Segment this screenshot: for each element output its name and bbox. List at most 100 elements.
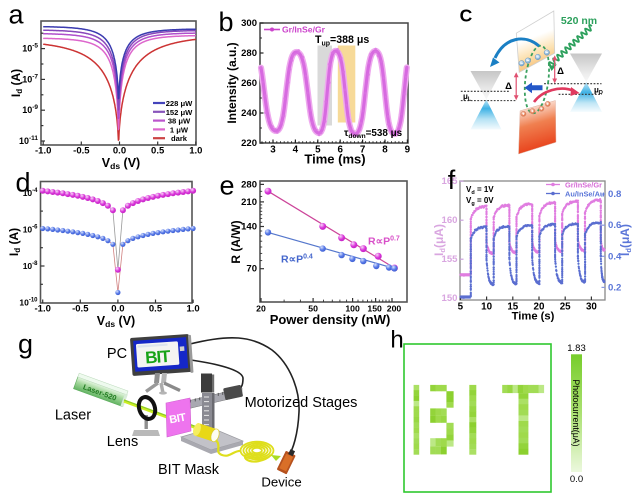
- svg-text:0.5: 0.5: [151, 146, 165, 157]
- svg-text:0.6: 0.6: [608, 220, 621, 231]
- svg-text:g: g: [18, 329, 33, 359]
- svg-text:Vds (V): Vds (V): [102, 156, 140, 171]
- svg-text:30: 30: [586, 301, 597, 312]
- svg-text:a: a: [8, 0, 24, 30]
- svg-text:BIT: BIT: [168, 412, 187, 427]
- svg-text:100: 100: [345, 304, 360, 314]
- svg-text:0.0: 0.0: [111, 304, 124, 315]
- svg-text:BIT Mask: BIT Mask: [158, 462, 220, 478]
- svg-text:240: 240: [241, 108, 257, 119]
- svg-text:5: 5: [315, 144, 321, 155]
- svg-text:Id(μA): Id(μA): [432, 224, 447, 256]
- svg-text:Motorized Stages: Motorized Stages: [245, 395, 358, 411]
- svg-text:-0.5: -0.5: [73, 146, 90, 157]
- svg-text:0.2: 0.2: [608, 282, 621, 293]
- svg-text:Vd = 1V: Vd = 1V: [466, 185, 494, 196]
- svg-text:Photocurrent(μA): Photocurrent(μA): [571, 379, 581, 446]
- svg-text:7: 7: [360, 144, 366, 155]
- svg-text:9: 9: [405, 144, 411, 155]
- svg-text:0.8: 0.8: [608, 189, 622, 200]
- svg-text:38 μW: 38 μW: [168, 117, 191, 126]
- svg-text:PC: PC: [107, 346, 127, 362]
- svg-text:10-6: 10-6: [23, 224, 38, 234]
- svg-text:150: 150: [441, 293, 457, 304]
- svg-text:Au/InSe/Au: Au/InSe/Au: [565, 190, 605, 199]
- svg-text:5: 5: [458, 301, 464, 312]
- svg-text:1.0: 1.0: [186, 304, 199, 315]
- svg-text:Gr/InSe/Gr: Gr/InSe/Gr: [282, 25, 326, 35]
- svg-text:10-7: 10-7: [22, 73, 38, 84]
- svg-text:Id(μA): Id(μA): [618, 224, 633, 256]
- svg-text:3: 3: [270, 144, 276, 155]
- svg-text:10: 10: [481, 301, 492, 312]
- svg-text:R∝P0.4: R∝P0.4: [281, 254, 313, 266]
- svg-text:Time (ms): Time (ms): [304, 152, 365, 167]
- svg-text:Δ: Δ: [557, 66, 564, 77]
- svg-text:0.0: 0.0: [113, 146, 126, 157]
- svg-text:0.4: 0.4: [608, 251, 622, 262]
- svg-text:8: 8: [382, 144, 388, 155]
- svg-text:d: d: [15, 168, 30, 198]
- svg-text:150: 150: [367, 304, 382, 314]
- svg-text:220: 220: [241, 138, 257, 149]
- svg-text:10-10: 10-10: [19, 298, 38, 308]
- svg-text:Tup=388 μs: Tup=388 μs: [315, 34, 369, 47]
- svg-text:300: 300: [241, 18, 257, 29]
- svg-text:140: 140: [241, 222, 257, 233]
- svg-text:228 μW: 228 μW: [166, 99, 193, 108]
- svg-text:1.83: 1.83: [567, 343, 586, 354]
- svg-text:Intensity (a.u.): Intensity (a.u.): [225, 42, 239, 123]
- svg-text:1.0: 1.0: [189, 146, 202, 157]
- svg-text:210: 210: [241, 197, 257, 208]
- svg-text:520 nm: 520 nm: [561, 15, 597, 27]
- svg-text:6: 6: [337, 144, 343, 155]
- svg-text:70: 70: [246, 264, 257, 275]
- svg-text:-0.5: -0.5: [72, 304, 89, 315]
- svg-text:-1.0: -1.0: [35, 304, 51, 315]
- svg-text:R∝P0.7: R∝P0.7: [368, 236, 400, 248]
- svg-text:10-8: 10-8: [23, 261, 38, 271]
- svg-text:R (A/W): R (A/W): [229, 220, 243, 263]
- svg-text:Power density (nW): Power density (nW): [270, 312, 391, 327]
- svg-text:Vds (V): Vds (V): [97, 314, 135, 329]
- svg-text:Δ: Δ: [505, 81, 512, 92]
- svg-text:Device: Device: [261, 475, 301, 490]
- svg-text:165: 165: [441, 176, 458, 187]
- svg-text:0.0: 0.0: [570, 474, 583, 485]
- svg-text:f: f: [448, 165, 456, 195]
- svg-text:-1.0: -1.0: [35, 146, 51, 157]
- svg-text:260: 260: [241, 78, 257, 89]
- svg-text:dark: dark: [171, 134, 188, 143]
- svg-text:152 μW: 152 μW: [166, 108, 193, 117]
- svg-text:50: 50: [308, 304, 318, 314]
- svg-text:160: 160: [441, 215, 457, 226]
- svg-text:15: 15: [507, 301, 518, 312]
- svg-text:10-9: 10-9: [22, 104, 38, 115]
- svg-text:4: 4: [293, 144, 299, 155]
- svg-text:Laser: Laser: [55, 408, 91, 424]
- svg-text:BIT: BIT: [145, 347, 172, 368]
- svg-text:1 μW: 1 μW: [170, 125, 189, 134]
- svg-text:280: 280: [241, 48, 257, 59]
- svg-text:155: 155: [441, 254, 458, 265]
- svg-text:10-5: 10-5: [22, 43, 38, 54]
- svg-text:Id (A): Id (A): [9, 69, 24, 97]
- svg-text:μD: μD: [594, 86, 603, 97]
- svg-text:e: e: [219, 171, 234, 201]
- svg-text:Vg = 0V: Vg = 0V: [466, 196, 494, 207]
- svg-text:280: 280: [241, 179, 257, 190]
- svg-text:b: b: [218, 7, 233, 37]
- svg-text:0.5: 0.5: [149, 304, 163, 315]
- svg-text:10-11: 10-11: [19, 135, 38, 146]
- svg-text:10-4: 10-4: [23, 188, 38, 198]
- svg-text:Id (A): Id (A): [7, 228, 22, 256]
- svg-text:Time (s): Time (s): [512, 311, 555, 323]
- svg-text:20: 20: [534, 301, 545, 312]
- svg-text:200: 200: [387, 304, 402, 314]
- svg-text:25: 25: [560, 301, 571, 312]
- svg-text:C: C: [460, 6, 473, 26]
- svg-text:h: h: [390, 327, 403, 354]
- svg-text:Gr/InSe/Gr: Gr/InSe/Gr: [565, 181, 602, 190]
- svg-text:Lens: Lens: [107, 434, 138, 450]
- svg-text:μL: μL: [463, 92, 472, 103]
